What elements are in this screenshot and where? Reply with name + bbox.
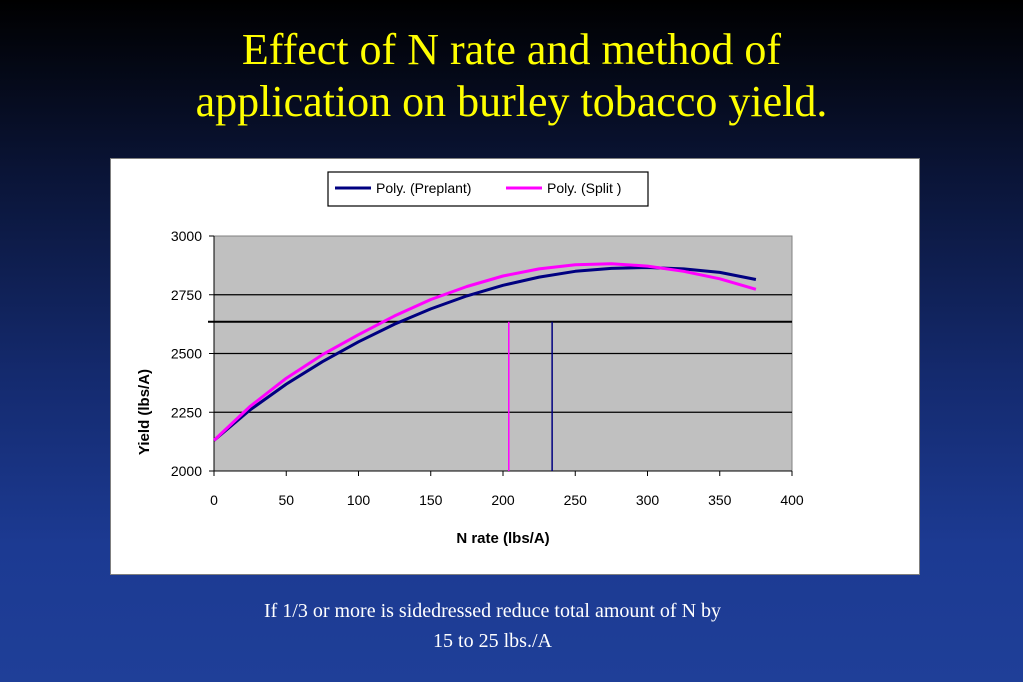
y-tick-label: 3000 [171, 228, 202, 244]
caption-line-1: If 1/3 or more is sidedressed reduce tot… [263, 600, 722, 622]
x-tick-label: 300 [636, 492, 660, 508]
y-tick-label: 2250 [171, 404, 202, 420]
x-tick-label: 0 [210, 492, 218, 508]
x-tick-label: 350 [708, 492, 732, 508]
yield-chart: 2000 2250 2500 2750 3000 0 50 100 150 200 250 300 35… [136, 171, 804, 547]
title-line-2: application on burley tobacco yield. [195, 77, 828, 126]
legend-label-preplant: Poly. (Preplant) [376, 180, 471, 196]
x-tick-label: 200 [491, 492, 515, 508]
series-line-split [212, 262, 757, 442]
legend-box [327, 171, 649, 207]
chart-panel: 2000 2250 2500 2750 3000 0 50 100 150 200 250 300 35… [110, 158, 920, 575]
y-axis-label: Yield (lbs/A) [136, 369, 153, 455]
slide-title: Effect of N rate and method of applicati… [0, 24, 1023, 128]
x-tick-label: 150 [419, 492, 443, 508]
caption-line-2: 15 to 25 lbs./A [433, 630, 552, 652]
y-tick-label: 2500 [171, 346, 202, 362]
legend: Poly. (Preplant) Poly. (Split ) [327, 171, 649, 207]
x-tick-label: 50 [278, 492, 294, 508]
title-line-1: Effect of N rate and method of [241, 25, 782, 74]
legend-label-split: Poly. (Split ) [547, 180, 621, 196]
x-axis-label: N rate (lbs/A) [456, 530, 549, 547]
x-tick-label: 100 [347, 492, 371, 508]
plot-area: 2000 2250 2500 2750 3000 0 50 100 150 200 250 300 35… [171, 228, 804, 508]
x-tick-label: 400 [780, 492, 804, 508]
slide-caption: If 1/3 or more is sidedressed reduce tot… [0, 596, 985, 656]
y-tick-label: 2000 [171, 463, 202, 479]
x-tick-label: 250 [564, 492, 588, 508]
y-tick-label: 2750 [171, 287, 202, 303]
